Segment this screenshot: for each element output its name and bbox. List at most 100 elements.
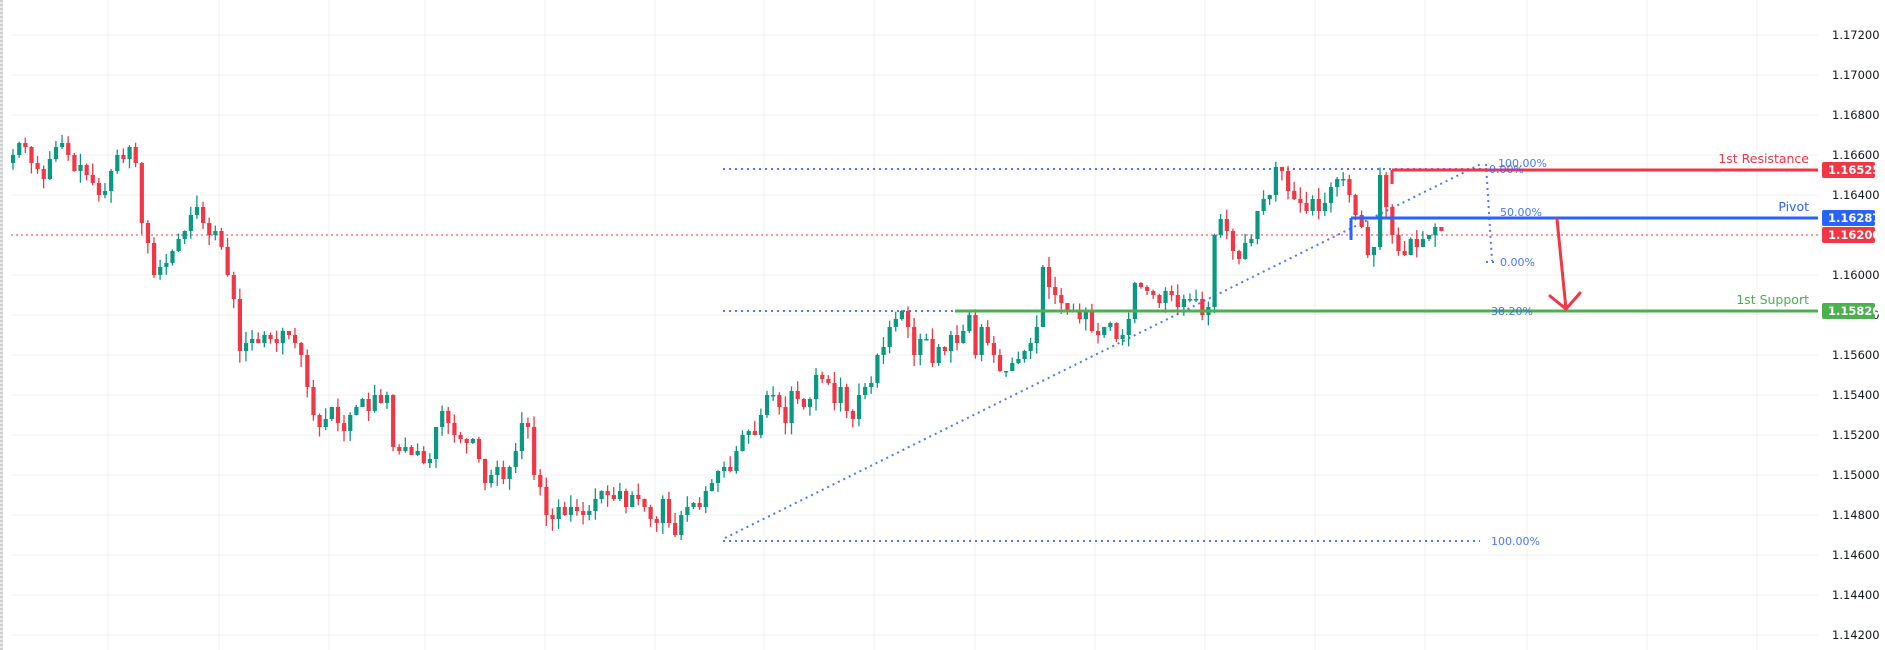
candle-down: [1353, 195, 1358, 215]
candle-up: [875, 355, 880, 383]
candle-down: [286, 331, 292, 335]
candle-up: [1126, 319, 1131, 335]
candle-up: [1083, 311, 1088, 319]
candle-down: [391, 395, 396, 447]
candle-up: [78, 165, 83, 171]
candle-down: [464, 439, 469, 443]
candle-down: [317, 415, 322, 427]
candle-up: [194, 207, 200, 215]
candle-up: [1181, 299, 1187, 307]
candle-up: [715, 471, 721, 483]
candle-down: [1359, 215, 1364, 227]
candle-up: [838, 387, 843, 403]
candle-up: [556, 507, 561, 519]
candle-down: [483, 459, 488, 483]
candle-up: [109, 171, 114, 191]
candle-up: [967, 315, 972, 331]
candle-up: [660, 499, 665, 523]
candle-down: [72, 155, 77, 171]
candle-up: [513, 451, 518, 467]
candle-down: [35, 163, 40, 169]
candle-down: [1077, 311, 1082, 319]
fib-retracement-small[interactable]: [1485, 163, 1496, 263]
candle-down: [237, 299, 243, 351]
candle-up: [587, 511, 592, 515]
current-price-tag: 1.16200: [1822, 227, 1880, 243]
candle-up: [1132, 283, 1137, 319]
candle-up: [213, 231, 218, 235]
candle-down: [605, 491, 610, 495]
candle-down: [728, 467, 733, 471]
candle-up: [1028, 343, 1033, 351]
fib-small-trend-line[interactable]: [1485, 163, 1493, 262]
candle-down: [991, 343, 996, 355]
candle-up: [1335, 179, 1340, 187]
candle-down: [666, 499, 672, 523]
candles: [11, 134, 1444, 541]
candle-up: [1249, 239, 1254, 243]
support-price-tag: 1.15820: [1822, 303, 1880, 319]
candle-down: [1157, 295, 1162, 303]
candle-down: [66, 143, 71, 155]
candle-down: [1390, 207, 1395, 235]
candle-down: [673, 523, 678, 535]
candle-down: [1402, 251, 1407, 255]
fib-large-mid-label: 38.20%: [1491, 305, 1533, 318]
candle-up: [440, 411, 445, 427]
candle-down: [1096, 331, 1101, 335]
candle-up: [1322, 203, 1328, 211]
candle-down: [1279, 167, 1285, 171]
candle-up: [1433, 227, 1438, 235]
candle-down: [1365, 227, 1370, 255]
candle-down: [826, 379, 831, 383]
candle-up: [1377, 175, 1383, 247]
candle-up: [1194, 299, 1199, 301]
candle-up: [722, 467, 727, 471]
candle-down: [832, 383, 837, 403]
candle-up: [617, 491, 623, 499]
candle-up: [53, 147, 59, 159]
pivot-level-lines[interactable]: [955, 168, 1818, 313]
candle-up: [948, 335, 954, 351]
candle-up: [1261, 199, 1266, 211]
candle-down: [1347, 179, 1352, 195]
candle-down: [777, 395, 782, 407]
candle-up: [384, 395, 390, 403]
candle-up: [1187, 299, 1193, 301]
candle-up: [918, 339, 923, 355]
down-arrow-annotation[interactable]: [1548, 217, 1582, 312]
candle-down: [985, 327, 990, 343]
candle-down: [1059, 295, 1064, 303]
candle-up: [164, 263, 169, 267]
candle-down: [801, 399, 806, 407]
fib-retracement-large[interactable]: [723, 162, 1488, 542]
candle-down: [311, 387, 316, 415]
price-axis-tick: 1.14200: [1832, 628, 1880, 642]
support-price: 1.15820: [1828, 304, 1880, 318]
candle-down: [1114, 323, 1119, 339]
candle-up: [1408, 239, 1413, 255]
candle-up: [1243, 243, 1248, 259]
candle-down: [525, 423, 531, 427]
candle-up: [863, 387, 868, 395]
candle-down: [844, 387, 849, 411]
candle-down: [342, 423, 347, 431]
candle-up: [1341, 179, 1346, 181]
candle-up: [519, 423, 524, 451]
candle-down: [1065, 303, 1070, 311]
candle-down: [29, 147, 34, 163]
candle-down: [96, 183, 102, 195]
candle-down: [912, 327, 917, 355]
candle-up: [807, 399, 813, 407]
candle-down: [1138, 283, 1144, 287]
price-axis-tick: 1.14800: [1832, 508, 1880, 522]
candle-up: [881, 347, 886, 355]
price-axis[interactable]: 1.172001.170001.168001.166001.164001.162…: [1832, 28, 1880, 642]
candle-down: [1224, 219, 1229, 231]
candle-down: [654, 519, 659, 523]
candle-down: [23, 143, 28, 147]
price-axis-tick: 1.14400: [1832, 588, 1880, 602]
fib-large-top-label: 100.00%: [1498, 157, 1547, 170]
candle-down: [256, 339, 261, 343]
